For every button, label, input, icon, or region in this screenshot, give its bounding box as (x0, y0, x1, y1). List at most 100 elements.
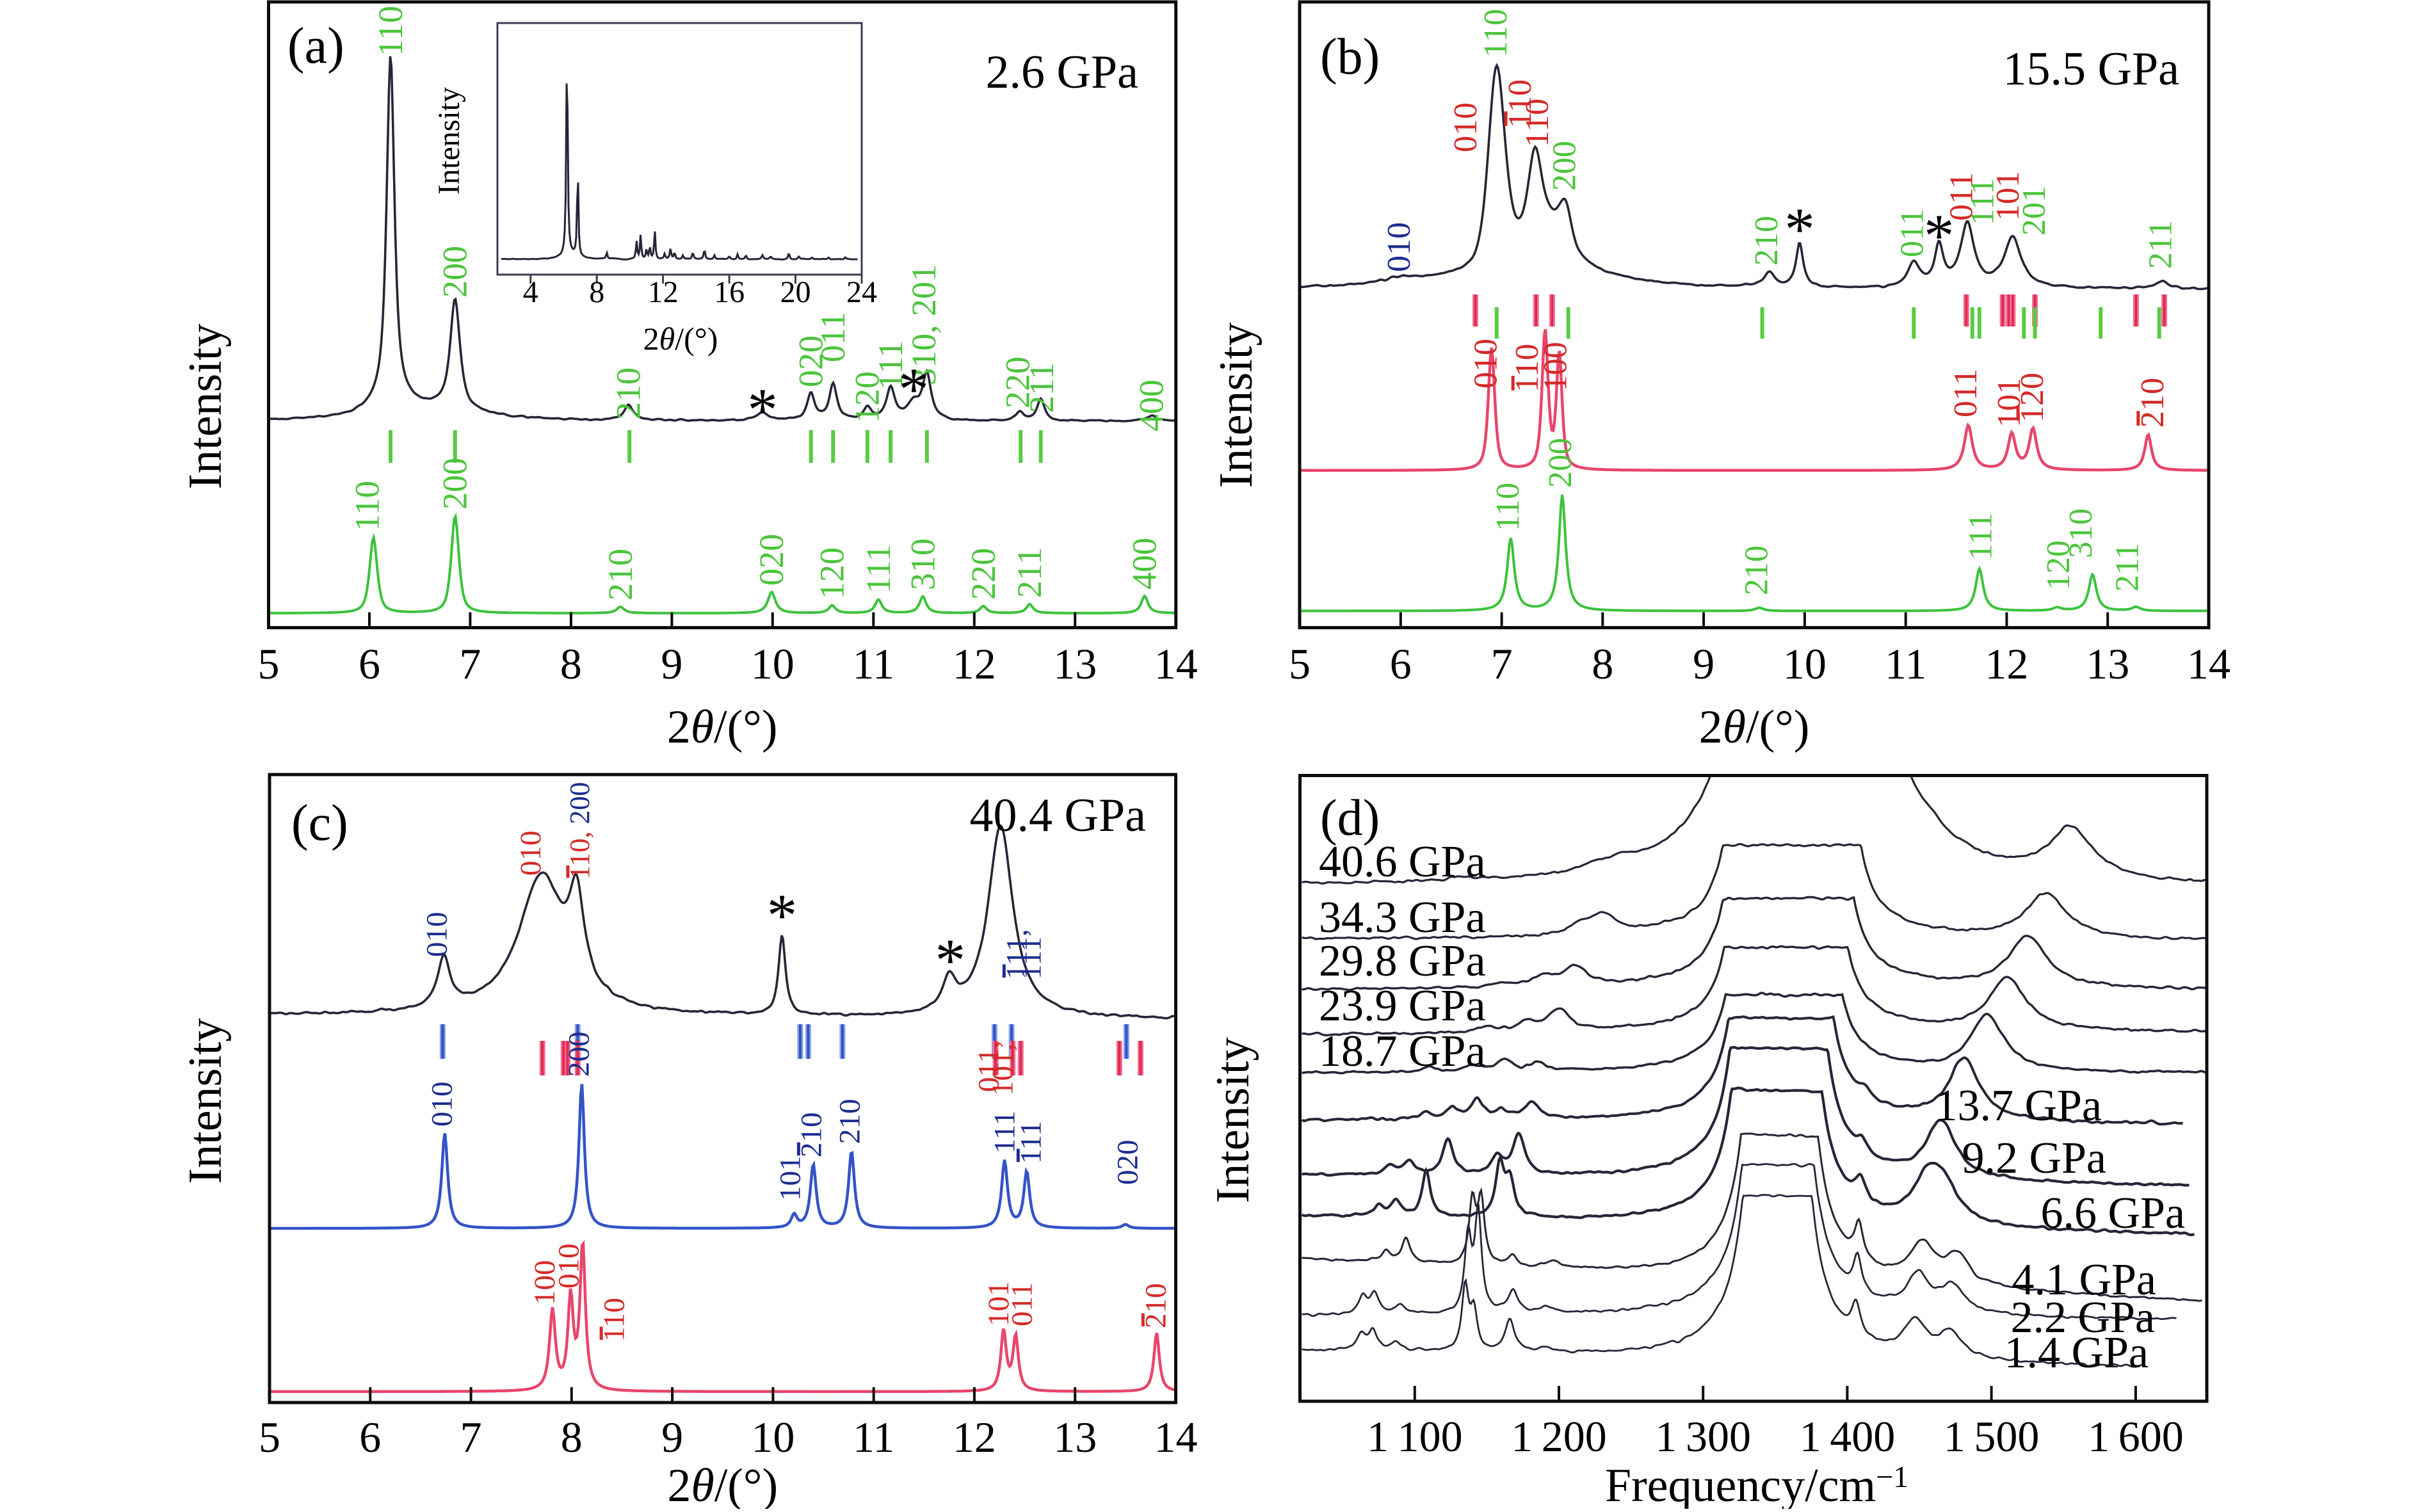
svg-text:010: 010 (553, 1244, 586, 1289)
svg-text:14: 14 (1154, 1413, 1198, 1461)
svg-text:210: 210 (601, 549, 640, 600)
svg-text:1 100: 1 100 (1367, 1412, 1463, 1461)
svg-text:10: 10 (751, 639, 795, 688)
svg-text:111: 111 (988, 1111, 1022, 1154)
svg-text:200: 200 (436, 458, 474, 510)
svg-text:110: 110 (597, 1298, 631, 1342)
svg-text:101,: 101, (987, 1043, 1020, 1096)
svg-text:12: 12 (953, 639, 996, 688)
svg-text:010: 010 (1468, 339, 1504, 389)
svg-text:111: 111 (1015, 1121, 1048, 1164)
svg-text:20: 20 (780, 275, 811, 309)
svg-text:2θ/(°): 2θ/(°) (643, 321, 718, 357)
svg-text:111: 111 (859, 544, 898, 593)
svg-text:210: 210 (833, 1099, 866, 1145)
svg-text:34.3 GPa: 34.3 GPa (1319, 893, 1486, 942)
svg-text:1 200: 1 200 (1511, 1412, 1607, 1461)
svg-text:110, 200: 110, 200 (564, 782, 595, 880)
svg-text:24: 24 (846, 275, 877, 309)
svg-text:210: 210 (609, 367, 648, 419)
svg-text:111: 111 (1015, 937, 1048, 979)
svg-text:110: 110 (1502, 79, 1538, 128)
svg-text:101: 101 (982, 1282, 1015, 1327)
svg-text:13.7 GPa: 13.7 GPa (1935, 1081, 2102, 1130)
svg-text:4.1 GPa: 4.1 GPa (2012, 1255, 2156, 1305)
svg-text:120: 120 (2040, 540, 2077, 590)
svg-text:18.7 GPa: 18.7 GPa (1319, 1027, 1486, 1076)
svg-text:12: 12 (953, 1413, 996, 1461)
svg-text:11: 11 (1885, 639, 1926, 688)
svg-text:110: 110 (348, 481, 387, 531)
svg-text:211: 211 (2109, 543, 2145, 591)
svg-text:(d): (d) (1320, 790, 1380, 846)
svg-text:110: 110 (1509, 344, 1545, 392)
svg-text:10: 10 (751, 1413, 795, 1461)
svg-text:29.8 GPa: 29.8 GPa (1319, 937, 1486, 986)
svg-text:011: 011 (1948, 369, 1984, 417)
svg-text:010: 010 (514, 831, 547, 876)
svg-text:400: 400 (1133, 380, 1171, 431)
svg-text:11: 11 (853, 639, 894, 688)
svg-text:210: 210 (795, 1113, 828, 1158)
svg-text:011,: 011, (972, 1040, 1006, 1092)
svg-text:110: 110 (371, 6, 410, 56)
svg-text:16: 16 (714, 275, 745, 309)
svg-text:Frequency/cm−1: Frequency/cm−1 (1605, 1460, 1908, 1509)
svg-text:200: 200 (436, 246, 474, 298)
svg-text:101: 101 (774, 1156, 807, 1202)
svg-text:7: 7 (459, 639, 481, 688)
svg-text:2θ/(°): 2θ/(°) (667, 1460, 778, 1509)
svg-text:010: 010 (426, 1082, 459, 1127)
svg-text:310, 201: 310, 201 (905, 264, 943, 385)
svg-text:6: 6 (359, 639, 380, 688)
svg-text:Intensity: Intensity (179, 324, 232, 490)
svg-text:110: 110 (1478, 9, 1514, 58)
svg-text:1 400: 1 400 (1800, 1412, 1896, 1461)
svg-text:14: 14 (1154, 639, 1198, 688)
svg-text:9.2 GPa: 9.2 GPa (1962, 1134, 2106, 1183)
svg-text:211: 211 (1010, 547, 1049, 598)
svg-text:8: 8 (1592, 639, 1613, 688)
svg-text:9: 9 (1693, 639, 1714, 688)
svg-text:10: 10 (1783, 639, 1827, 688)
svg-text:12: 12 (648, 275, 679, 309)
svg-text:40.4 GPa: 40.4 GPa (970, 789, 1146, 842)
svg-text:210: 210 (1140, 1283, 1173, 1329)
svg-text:13: 13 (1053, 639, 1097, 688)
svg-text:9: 9 (661, 639, 682, 688)
svg-text:220: 220 (964, 548, 1003, 600)
svg-text:100: 100 (1537, 342, 1574, 392)
svg-text:020: 020 (1111, 1140, 1145, 1186)
svg-text:400: 400 (1125, 538, 1164, 590)
svg-text:011: 011 (1944, 172, 1980, 221)
svg-text:*: * (899, 355, 930, 423)
svg-text:*: * (1924, 202, 1955, 269)
svg-text:1 500: 1 500 (1944, 1412, 2040, 1461)
svg-text:4: 4 (523, 275, 538, 309)
svg-text:310: 310 (2063, 508, 2099, 558)
svg-text:010: 010 (1381, 222, 1417, 272)
svg-text:1 300: 1 300 (1655, 1412, 1751, 1461)
svg-text:100: 100 (528, 1260, 561, 1306)
svg-text:011: 011 (1005, 1282, 1038, 1326)
svg-text:310: 310 (903, 538, 942, 590)
svg-text:(a): (a) (287, 18, 344, 74)
svg-text:12: 12 (1985, 639, 2028, 688)
svg-text:200: 200 (1542, 438, 1579, 488)
svg-text:Intensity: Intensity (1207, 1038, 1259, 1203)
svg-text:8: 8 (561, 1413, 583, 1461)
svg-text:11: 11 (853, 1413, 894, 1461)
svg-text:120: 120 (2014, 373, 2051, 422)
svg-text:8: 8 (560, 639, 582, 688)
svg-text:111: 111 (1963, 513, 1999, 560)
svg-text:7: 7 (1491, 639, 1513, 688)
svg-text:(c): (c) (291, 795, 348, 851)
svg-text:020: 020 (792, 335, 830, 387)
svg-text:200: 200 (562, 1032, 595, 1077)
svg-text:2.2 GPa: 2.2 GPa (2010, 1293, 2155, 1342)
svg-text:9: 9 (661, 1413, 683, 1461)
svg-text:200: 200 (1547, 141, 1583, 191)
svg-text:020: 020 (752, 534, 791, 586)
svg-text:210: 210 (2134, 378, 2171, 428)
svg-text:6: 6 (359, 1413, 381, 1461)
